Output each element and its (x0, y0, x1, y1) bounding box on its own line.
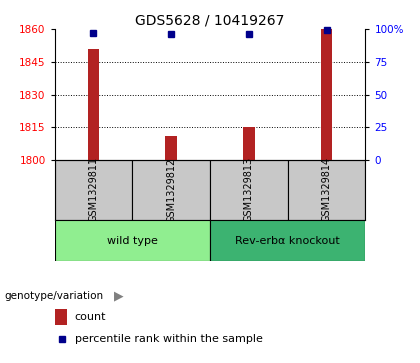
Bar (210, 220, 365, 261)
Bar (88, 49, 99, 160)
Bar (132, 160, 210, 220)
Text: Rev-erbα knockout: Rev-erbα knockout (235, 236, 340, 245)
Bar (55, 309, 67, 325)
Text: GSM1329812: GSM1329812 (166, 157, 176, 223)
Text: GSM1329814: GSM1329814 (322, 157, 331, 223)
Bar (55, 160, 132, 220)
Title: GDS5628 / 10419267: GDS5628 / 10419267 (135, 14, 285, 28)
Bar (288, 160, 365, 220)
Bar (210, 160, 288, 220)
Text: GSM1329811: GSM1329811 (89, 157, 98, 223)
Text: GSM1329813: GSM1329813 (244, 157, 254, 223)
Text: percentile rank within the sample: percentile rank within the sample (75, 334, 262, 344)
Text: genotype/variation: genotype/variation (4, 291, 103, 301)
Bar (321, 29, 332, 160)
Bar (243, 127, 255, 160)
Text: wild type: wild type (107, 236, 158, 245)
Text: ▶: ▶ (114, 289, 124, 302)
Text: count: count (75, 312, 106, 322)
Bar (165, 136, 177, 160)
Bar (55, 220, 210, 261)
